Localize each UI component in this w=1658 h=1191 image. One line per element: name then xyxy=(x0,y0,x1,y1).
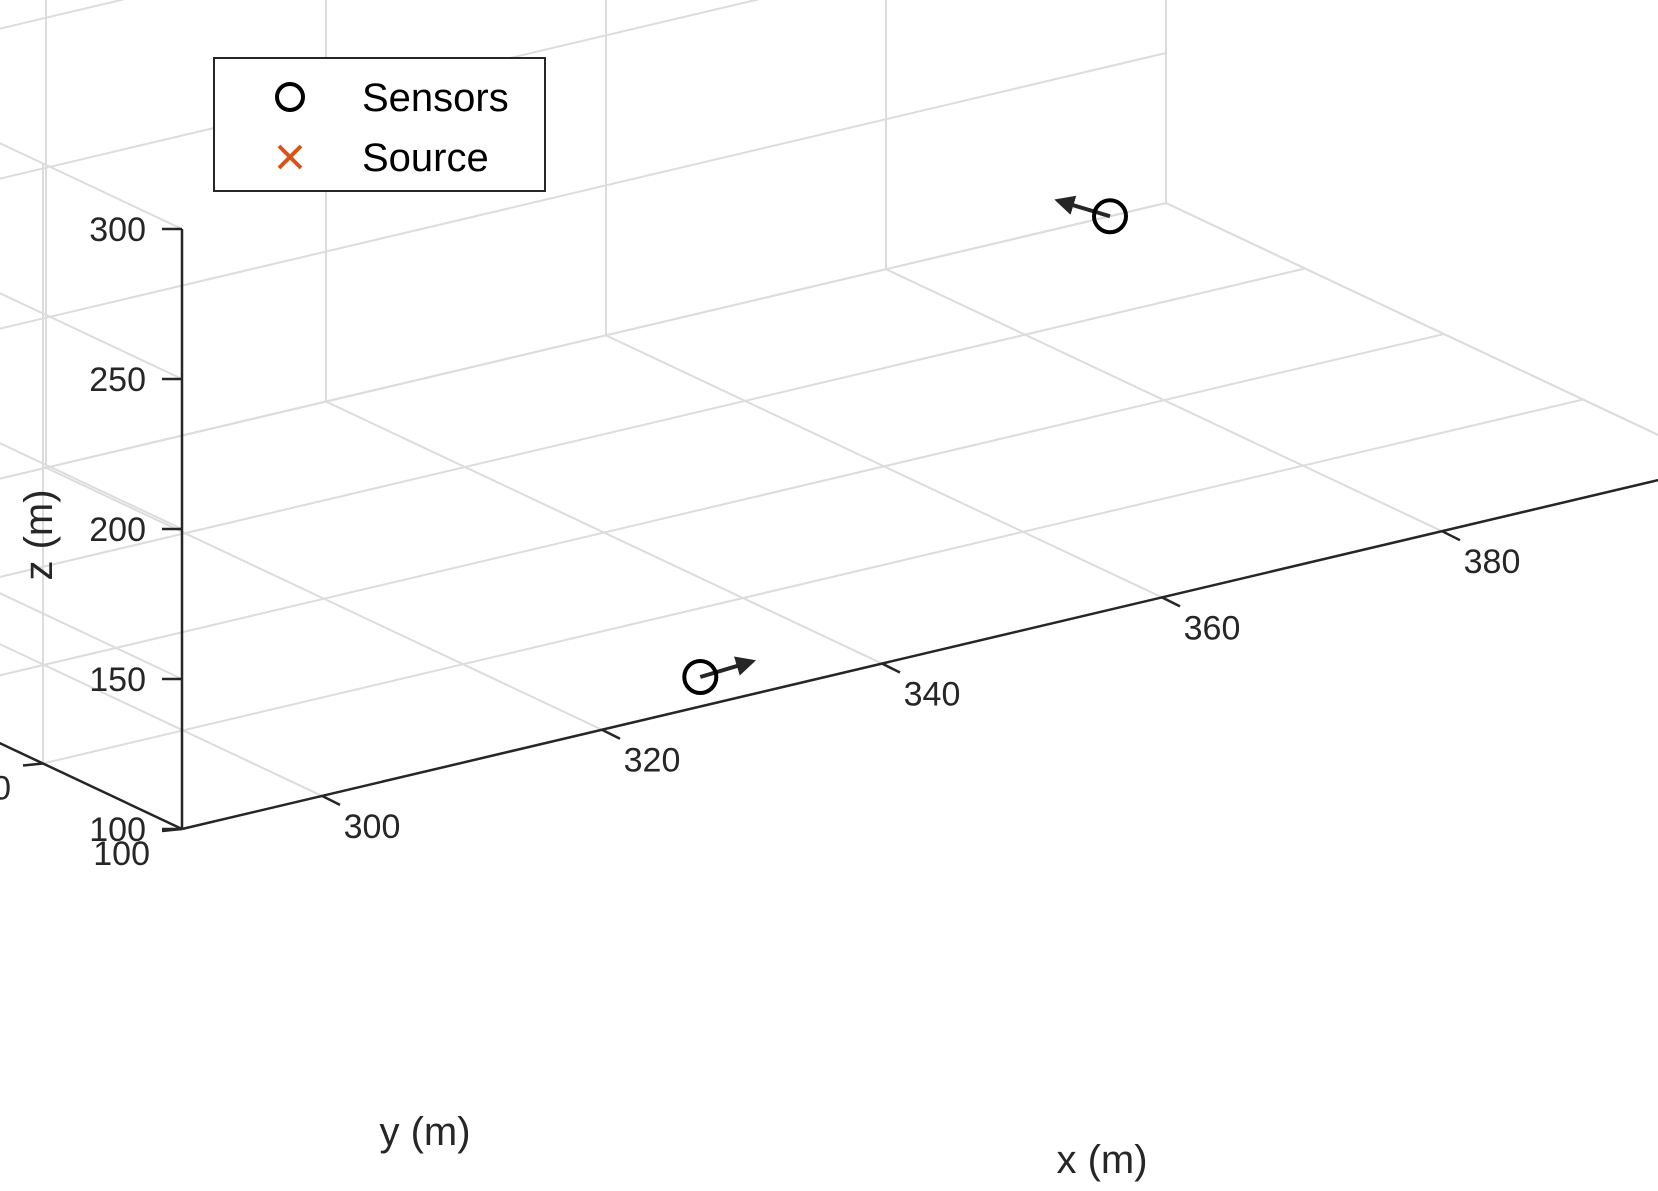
z-tick-label: 250 xyxy=(89,361,146,399)
grid-line-floor-y xyxy=(0,202,1167,480)
grid-line-left-z xyxy=(0,292,183,380)
x-tick-mark xyxy=(1161,596,1181,608)
grid-line-back-z xyxy=(0,0,126,30)
x-tick-mark xyxy=(321,794,341,807)
grid-line-left-z xyxy=(0,592,183,680)
grid xyxy=(0,0,1658,830)
x-tick-mark xyxy=(601,728,621,740)
grid-line-left-z xyxy=(0,442,183,530)
y-tick-label: 200 xyxy=(0,770,11,808)
y-axis-line xyxy=(0,741,183,831)
z-tick-label: 150 xyxy=(89,661,146,699)
x-tick-mark xyxy=(881,662,901,674)
axes xyxy=(0,227,1658,833)
grid-line-back-z xyxy=(0,202,1167,480)
x-tick-mark xyxy=(1441,530,1461,542)
sensor-direction-arrow xyxy=(1054,195,1111,219)
legend-sensors-marker xyxy=(275,82,305,112)
grid-line-back-z xyxy=(0,0,760,180)
data-points xyxy=(682,195,1128,695)
grid-line-floor-y xyxy=(0,267,1306,578)
x-axis-line xyxy=(181,478,1658,831)
y-axis-label: y (m) xyxy=(379,1110,470,1154)
grid-line-floor-y xyxy=(0,333,1445,677)
grid-line-left-z xyxy=(0,142,183,230)
y-tick-label: 100 xyxy=(93,835,150,873)
x-tick-label: 320 xyxy=(624,742,681,780)
x-axis-label: x (m) xyxy=(1056,1138,1147,1182)
grid-line-floor-y xyxy=(42,398,1584,765)
legend-source-marker xyxy=(277,144,303,170)
x-tick-label: 340 xyxy=(904,676,961,714)
grid-line-floor-y xyxy=(181,479,1658,830)
grid-line-floor-x xyxy=(1165,202,1658,436)
sensor-marker xyxy=(1092,198,1128,235)
z-tick-label: 100 xyxy=(89,811,146,849)
sensor-direction-arrow xyxy=(699,656,757,679)
y-tick-mark xyxy=(22,762,44,767)
z-tick-label: 200 xyxy=(89,511,146,549)
legend-box xyxy=(213,57,546,192)
x-tick-label: 360 xyxy=(1184,609,1241,647)
grid-line-back-z xyxy=(0,52,1167,330)
x-tick-label: 380 xyxy=(1464,543,1521,581)
box-edge xyxy=(1165,202,1658,436)
z-tick-label: 300 xyxy=(89,211,146,249)
x-tick-label: 300 xyxy=(344,808,401,846)
legend-sensors-label: Sensors xyxy=(362,76,509,120)
legend-source-label: Source xyxy=(362,136,489,180)
sensor-marker xyxy=(682,658,719,695)
z-axis-label: z (m) xyxy=(17,489,61,580)
legend: Sensors Source xyxy=(213,57,546,192)
tick-labels: 3003203403603804001002003004005001001502… xyxy=(0,211,1521,873)
